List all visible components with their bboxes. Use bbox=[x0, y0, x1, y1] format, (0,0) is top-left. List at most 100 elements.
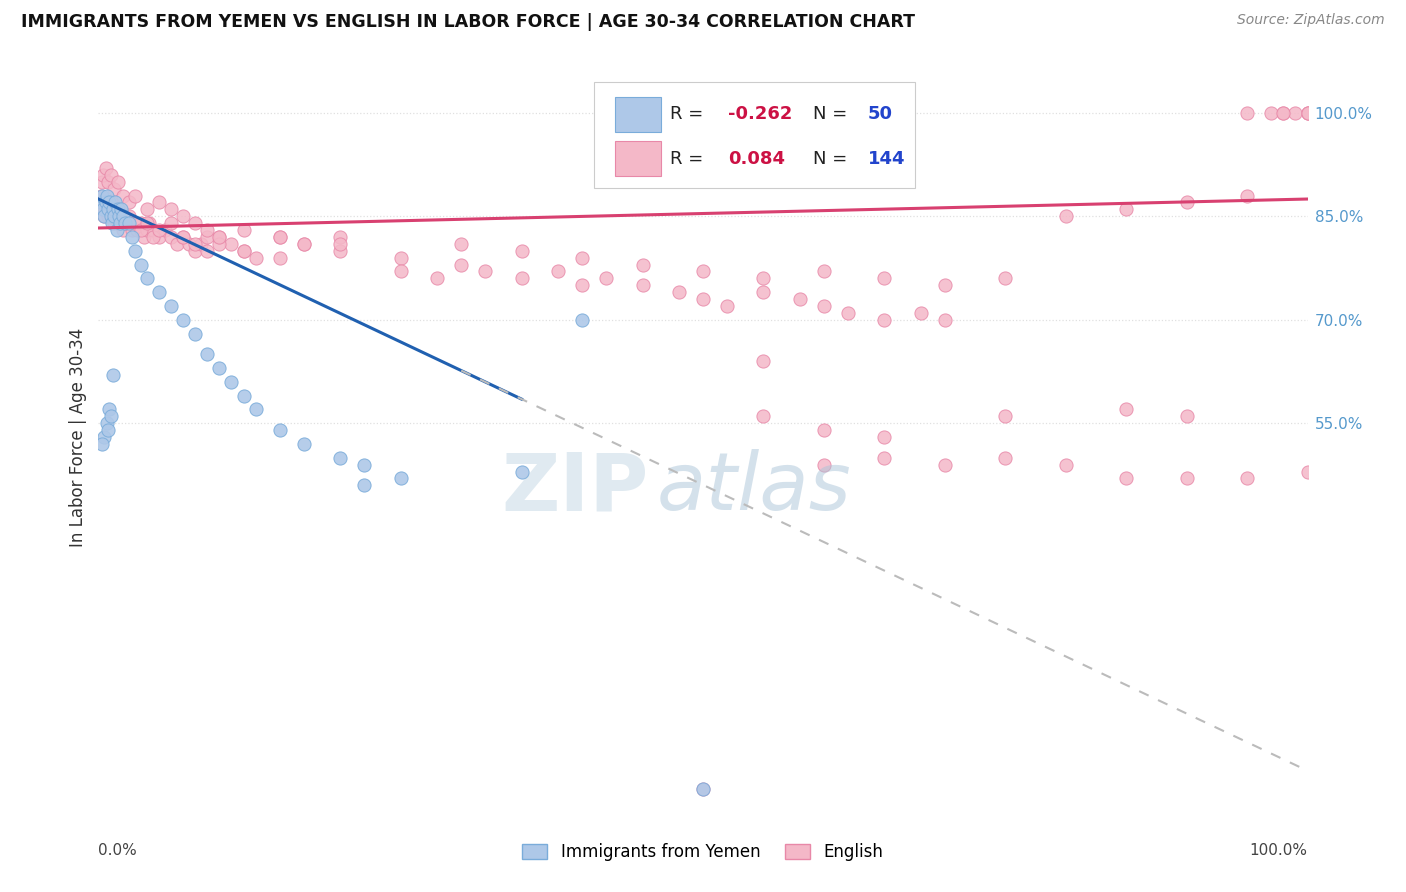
FancyBboxPatch shape bbox=[595, 82, 915, 188]
Point bbox=[142, 223, 165, 237]
Point bbox=[269, 423, 291, 437]
FancyBboxPatch shape bbox=[614, 97, 661, 132]
Point bbox=[90, 188, 112, 202]
Text: ZIP: ZIP bbox=[502, 450, 648, 527]
Point bbox=[110, 202, 132, 217]
Point bbox=[97, 175, 120, 189]
Text: R =: R = bbox=[671, 104, 710, 123]
Point bbox=[91, 202, 114, 217]
Point bbox=[873, 450, 896, 465]
Point bbox=[752, 354, 775, 368]
Point bbox=[91, 175, 114, 189]
Point bbox=[1115, 471, 1137, 485]
Point bbox=[98, 202, 121, 217]
Point bbox=[118, 209, 141, 223]
Point bbox=[148, 285, 170, 300]
Point bbox=[547, 264, 569, 278]
Point bbox=[994, 450, 1017, 465]
Point bbox=[195, 347, 218, 361]
Point bbox=[101, 202, 124, 217]
Point bbox=[232, 244, 254, 258]
Point bbox=[813, 299, 835, 313]
Text: 144: 144 bbox=[868, 150, 905, 168]
Point bbox=[142, 230, 165, 244]
Point bbox=[1296, 105, 1319, 120]
Point bbox=[179, 236, 201, 251]
Point bbox=[389, 264, 412, 278]
Point bbox=[813, 264, 835, 278]
Point bbox=[450, 236, 472, 251]
Point bbox=[108, 209, 131, 223]
Point bbox=[103, 209, 125, 223]
Point bbox=[107, 216, 129, 230]
Point bbox=[166, 236, 188, 251]
Point bbox=[208, 230, 231, 244]
Point bbox=[994, 271, 1017, 285]
Point bbox=[100, 409, 122, 424]
Point bbox=[118, 216, 141, 230]
Point bbox=[108, 216, 131, 230]
Point bbox=[121, 223, 143, 237]
Point bbox=[195, 223, 218, 237]
Point bbox=[148, 195, 170, 210]
Point bbox=[96, 195, 118, 210]
Point bbox=[752, 271, 775, 285]
Point bbox=[1175, 471, 1198, 485]
Y-axis label: In Labor Force | Age 30-34: In Labor Force | Age 30-34 bbox=[69, 327, 87, 547]
Point bbox=[124, 244, 146, 258]
Point bbox=[138, 216, 160, 230]
Point bbox=[148, 223, 170, 237]
Point bbox=[873, 430, 896, 444]
Point bbox=[160, 216, 183, 230]
Point bbox=[184, 236, 207, 251]
Point bbox=[135, 271, 157, 285]
Point bbox=[172, 209, 194, 223]
Point bbox=[148, 230, 170, 244]
Point bbox=[692, 782, 714, 797]
Point bbox=[101, 368, 124, 382]
Point bbox=[934, 278, 956, 293]
Point bbox=[934, 458, 956, 472]
Point bbox=[153, 223, 176, 237]
Point bbox=[129, 258, 152, 272]
Point bbox=[91, 188, 114, 202]
Point bbox=[631, 278, 654, 293]
Point bbox=[692, 264, 714, 278]
Point bbox=[692, 782, 714, 797]
Point bbox=[752, 285, 775, 300]
Point bbox=[329, 230, 352, 244]
Point bbox=[208, 236, 231, 251]
Point bbox=[127, 223, 149, 237]
Point bbox=[292, 236, 315, 251]
Point bbox=[789, 292, 811, 306]
Point bbox=[1236, 188, 1258, 202]
Point bbox=[108, 209, 131, 223]
Point bbox=[93, 430, 115, 444]
Text: Source: ZipAtlas.com: Source: ZipAtlas.com bbox=[1237, 13, 1385, 28]
Point bbox=[97, 209, 120, 223]
Point bbox=[353, 458, 375, 472]
Point bbox=[124, 216, 146, 230]
Point bbox=[97, 202, 120, 217]
Point bbox=[111, 223, 134, 237]
Point bbox=[114, 209, 136, 223]
Point bbox=[107, 202, 129, 217]
Point bbox=[105, 223, 128, 237]
Point bbox=[571, 278, 593, 293]
Point bbox=[1272, 105, 1295, 120]
Point bbox=[1054, 458, 1077, 472]
Point bbox=[160, 299, 183, 313]
Point bbox=[510, 244, 533, 258]
Point bbox=[118, 195, 141, 210]
Point bbox=[101, 202, 124, 217]
Point bbox=[873, 312, 896, 326]
Text: R =: R = bbox=[671, 150, 710, 168]
Point bbox=[172, 312, 194, 326]
Point bbox=[172, 230, 194, 244]
Point bbox=[353, 478, 375, 492]
Point bbox=[108, 216, 131, 230]
Text: IMMIGRANTS FROM YEMEN VS ENGLISH IN LABOR FORCE | AGE 30-34 CORRELATION CHART: IMMIGRANTS FROM YEMEN VS ENGLISH IN LABO… bbox=[21, 13, 915, 31]
Point bbox=[98, 402, 121, 417]
Text: 0.084: 0.084 bbox=[728, 150, 786, 168]
Point bbox=[1260, 105, 1282, 120]
